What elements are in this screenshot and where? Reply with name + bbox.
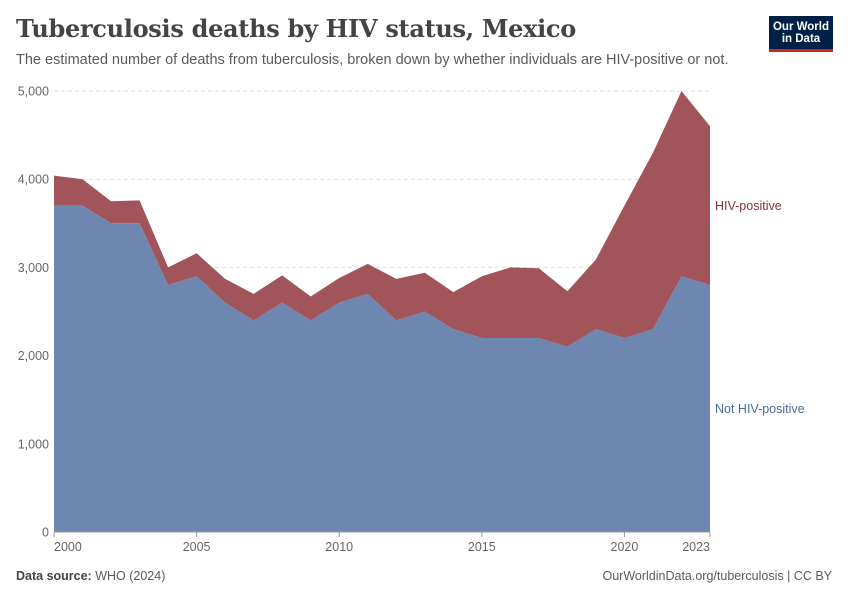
chart-title: Tuberculosis deaths by HIV status, Mexic… [16, 14, 576, 43]
y-tick-label: 2,000 [18, 349, 49, 363]
y-tick-label: 5,000 [18, 85, 49, 99]
area-not-hiv-positive [54, 205, 710, 532]
x-tick-label: 2010 [325, 540, 353, 554]
y-tick-label: 4,000 [18, 173, 49, 187]
x-tick-label: 2015 [468, 540, 496, 554]
x-tick-label: 2020 [611, 540, 639, 554]
x-tick-label: 2005 [183, 540, 211, 554]
y-tick-label: 0 [42, 526, 49, 540]
series-label-hiv-positive: HIV-positive [715, 199, 782, 213]
y-tick-label: 1,000 [18, 437, 49, 451]
owid-logo[interactable]: Our World in Data [769, 16, 833, 52]
x-tick-label: 2023 [682, 540, 710, 554]
chart-subtitle: The estimated number of deaths from tube… [16, 52, 729, 68]
source-link[interactable]: OurWorldinData.org/tuberculosis | CC BY [602, 569, 833, 583]
x-tick-label: 2000 [54, 540, 82, 554]
data-source-label: Data source: [16, 569, 92, 583]
area-hiv-positive [54, 91, 710, 347]
logo-line-1: Our World [772, 21, 829, 33]
logo-line-2: in Data [781, 33, 821, 45]
series-label-not-hiv-positive: Not HIV-positive [715, 402, 805, 416]
data-source: Data source: WHO (2024) [16, 569, 165, 583]
data-source-value: WHO (2024) [95, 569, 166, 583]
y-tick-label: 3,000 [18, 261, 49, 275]
